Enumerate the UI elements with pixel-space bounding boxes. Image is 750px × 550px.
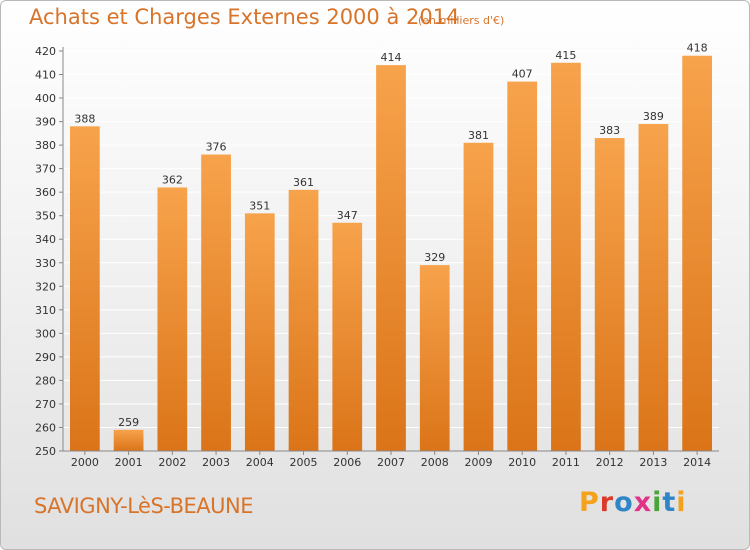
data-label-2007: 414 xyxy=(381,51,402,64)
bars xyxy=(69,55,713,452)
x-tick-label-2013: 2013 xyxy=(639,456,667,469)
x-tick-label-2006: 2006 xyxy=(333,456,361,469)
bar-2007 xyxy=(376,65,406,451)
y-tick-label: 270 xyxy=(35,398,56,411)
bar-2005 xyxy=(288,189,319,451)
y-tick-label: 360 xyxy=(35,186,56,199)
x-tick-label-2009: 2009 xyxy=(464,456,492,469)
unit-label: (en milliers d'€) xyxy=(418,14,505,27)
y-tick-label: 340 xyxy=(35,233,56,246)
logo-letter: P xyxy=(579,487,600,518)
data-label-2011: 415 xyxy=(555,49,576,62)
logo-letter: o xyxy=(614,487,634,518)
bar-2009 xyxy=(463,142,494,451)
y-tick-label: 250 xyxy=(35,445,56,458)
chart-title: Achats et Charges Externes 2000 à 2014 xyxy=(29,5,460,29)
data-label-2006: 347 xyxy=(337,209,358,222)
y-tick-label: 370 xyxy=(35,163,56,176)
data-label-2008: 329 xyxy=(424,251,445,264)
bar-2008 xyxy=(419,265,450,451)
logo-letter: i xyxy=(676,487,687,518)
bar-2011 xyxy=(551,62,581,451)
x-tick-label-2011: 2011 xyxy=(552,456,580,469)
x-tick-label-2001: 2001 xyxy=(115,456,143,469)
logo-letter: r xyxy=(599,487,615,518)
y-tick-label: 390 xyxy=(35,116,56,129)
logo-letter: x xyxy=(633,487,653,518)
bar-2014 xyxy=(682,55,713,452)
data-label-2010: 407 xyxy=(512,68,533,81)
x-tick-label-2003: 2003 xyxy=(202,456,230,469)
bar-2000 xyxy=(69,126,100,451)
bar-2004 xyxy=(244,213,275,451)
x-tick-label-2002: 2002 xyxy=(158,456,186,469)
y-tick-label: 290 xyxy=(35,351,56,364)
x-tick-label-2010: 2010 xyxy=(508,456,536,469)
x-tick-label-2008: 2008 xyxy=(421,456,449,469)
commune-name: SAVIGNY-LèS-BEAUNE xyxy=(34,494,254,518)
y-tick-label: 300 xyxy=(35,327,56,340)
x-tick-label-2000: 2000 xyxy=(71,456,99,469)
data-labels: 388 259 362 376 351 361 347 414 329 381 407 415 383 3… xyxy=(74,42,707,429)
y-tick-label: 410 xyxy=(35,69,56,82)
bar-2012 xyxy=(594,138,625,451)
logo-letter: i xyxy=(652,487,663,518)
x-tick-label-2012: 2012 xyxy=(596,456,624,469)
data-label-2009: 381 xyxy=(468,129,489,142)
y-tick-label: 260 xyxy=(35,421,56,434)
y-tick-label: 380 xyxy=(35,139,56,152)
data-label-2013: 389 xyxy=(643,110,664,123)
y-tick-label: 350 xyxy=(35,210,56,223)
y-tick-label: 330 xyxy=(35,257,56,270)
data-label-2004: 351 xyxy=(249,199,270,212)
bar-2013 xyxy=(638,123,669,452)
proxiti-logo: Proxiti xyxy=(579,487,687,518)
data-label-2005: 361 xyxy=(293,176,314,189)
data-label-2001: 259 xyxy=(118,416,139,429)
bar-2001 xyxy=(113,429,144,451)
y-tick-label: 400 xyxy=(35,92,56,105)
data-label-2014: 418 xyxy=(687,42,708,55)
x-tick-label-2014: 2014 xyxy=(683,456,711,469)
bar-2003 xyxy=(201,154,231,451)
y-tick-label: 310 xyxy=(35,304,56,317)
y-tick-label: 320 xyxy=(35,280,56,293)
x-tick-label-2005: 2005 xyxy=(290,456,318,469)
bar-2010 xyxy=(507,81,538,452)
bar-2002 xyxy=(157,187,188,451)
data-label-2012: 383 xyxy=(599,124,620,137)
data-label-2003: 376 xyxy=(206,141,227,154)
logo-letter: t xyxy=(662,487,677,518)
y-tick-label: 420 xyxy=(35,45,56,58)
x-tick-label-2007: 2007 xyxy=(377,456,405,469)
axes: 250 260 270 280 290 300 310 320 330 340 350 360 370 3… xyxy=(35,45,719,469)
data-label-2000: 388 xyxy=(74,112,95,125)
y-tick-label: 280 xyxy=(35,374,56,387)
x-tick-label-2004: 2004 xyxy=(246,456,274,469)
bar-2006 xyxy=(332,222,363,451)
data-label-2002: 362 xyxy=(162,173,183,186)
